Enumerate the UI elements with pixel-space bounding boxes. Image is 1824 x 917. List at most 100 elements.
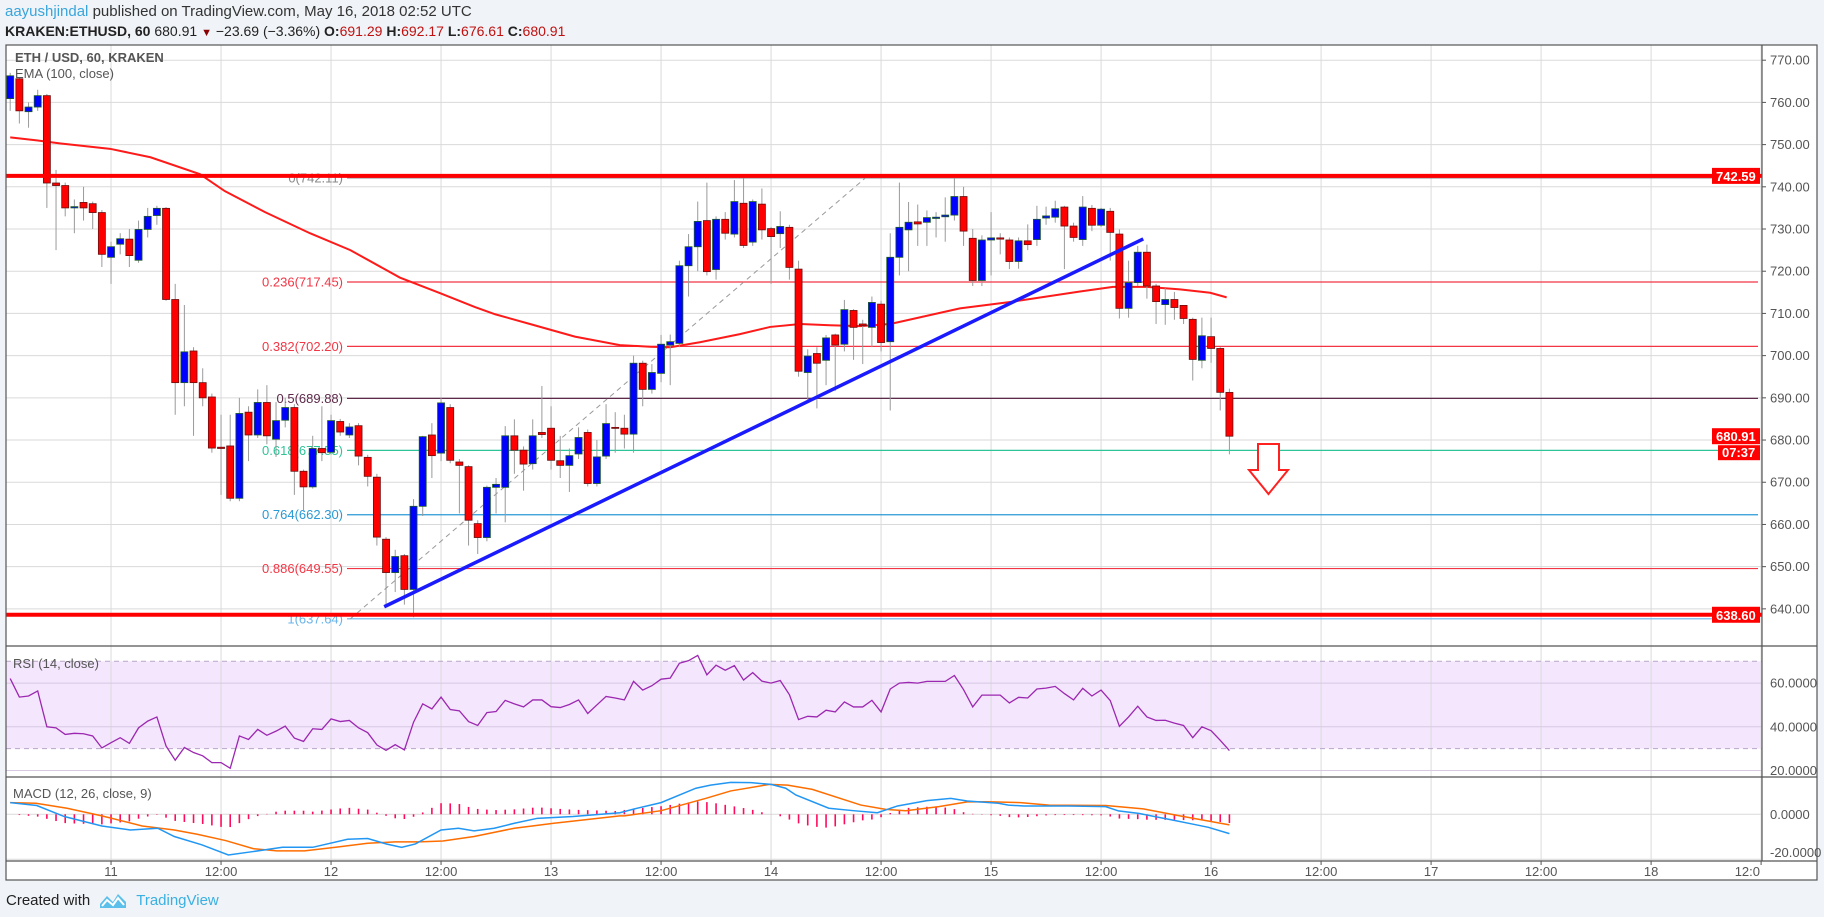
price-level-tag-text: 638.60 [1716,608,1756,623]
candle [767,226,775,284]
candle [647,364,656,394]
candle [372,473,381,546]
candle-body-up [418,436,427,507]
candle-body-down [1188,318,1197,360]
candle [547,406,555,470]
x-tick-label: 12:00 [645,864,678,879]
candle [24,102,33,128]
ema-100-line [10,136,1227,349]
candle-body-down [959,196,968,232]
candle-body-down [812,353,821,364]
candle [739,178,748,249]
candle [923,210,931,246]
candle [1170,291,1179,320]
x-tick-label: 12:0 [1735,864,1760,879]
candle-body-up [666,341,675,346]
candle-body-down [556,460,565,466]
candle-body-up [932,216,940,219]
countdown-tag-text: 07:37 [1722,445,1755,460]
candle-body-up [492,483,500,488]
candle [849,309,858,360]
candle-body-down [757,203,766,231]
macd-indicator-label: MACD (12, 26, close, 9) [13,786,152,801]
candle [226,414,235,502]
down-arrow-icon [1246,443,1291,496]
candle-body-down [162,207,170,300]
candle-body-up [1078,206,1087,240]
x-tick-label: 12:00 [1525,864,1558,879]
candle [1188,317,1197,381]
candle [721,212,730,240]
candle-body-up [308,448,317,488]
candle [455,459,464,514]
candle-body-up [1198,335,1206,361]
candle-body-down [79,202,88,209]
candle-body-up [482,486,491,538]
candle [290,404,299,495]
candle [189,347,198,436]
candle [978,235,986,286]
candle [1023,224,1032,251]
candle-body-down [510,435,519,451]
symbol-label: KRAKEN:ETHUSD, 60 [5,23,151,39]
candle [52,169,60,251]
candle-body-up [675,265,684,344]
candle-body-down [336,421,345,433]
candle [272,402,280,457]
publish-info: aayushjindal published on TradingView.co… [5,3,472,20]
ascending-trendline[interactable] [383,237,1145,609]
candle [757,188,766,240]
candle [913,204,922,246]
candle [317,406,326,462]
candle-body-up [923,217,931,223]
price-axis-label: 680.00 [1770,433,1810,448]
candle-body-up [1124,282,1133,309]
candle-body-up [501,435,510,488]
candle [1042,206,1050,225]
candle [391,549,400,592]
fib-level-label: 0.236(717.45) [262,274,343,289]
down-triangle-icon: ▼ [201,27,212,39]
candle [1152,283,1160,324]
candle [519,446,528,491]
candle [33,89,42,111]
candle [107,241,115,284]
price-axis-label: 760.00 [1770,95,1810,110]
candle [730,180,739,238]
candle-body-down [198,382,207,399]
candle-body-down [464,466,473,521]
candle-body-up [134,229,143,261]
candle [345,423,354,438]
candle-body-up [629,362,638,435]
price-axis-label: 770.00 [1770,53,1810,68]
price-axis-label: 730.00 [1770,222,1810,237]
candle [932,212,940,238]
candle [482,485,491,542]
publisher-link[interactable]: aayushjindal [5,3,89,20]
candle-body-up [1161,299,1170,305]
candle [363,454,372,487]
candle-body-down [1143,251,1151,287]
candle-body-down [1106,210,1115,233]
candle-body-up [528,435,537,465]
candle-body-down [354,425,363,457]
tradingview-logo-icon [100,894,127,908]
candle [611,412,620,453]
chart-title: ETH / USD, 60, KRAKEN [15,50,164,65]
candle-body-down [455,461,464,466]
price-level-tag [1712,606,1760,623]
candle [1051,200,1060,223]
price-axis-label: 710.00 [1770,306,1810,321]
candle [88,201,97,230]
x-tick-label: 12 [324,864,338,879]
candle [1161,288,1170,325]
candle-body-down [244,411,253,436]
candle-body-down [858,323,867,327]
tradingview-link[interactable]: TradingView [136,891,219,909]
candle-body-down [171,299,180,384]
candle [510,419,519,474]
macd-axis-label: 0.0000 [1770,807,1810,822]
candle [1097,207,1105,227]
candle [675,260,684,348]
